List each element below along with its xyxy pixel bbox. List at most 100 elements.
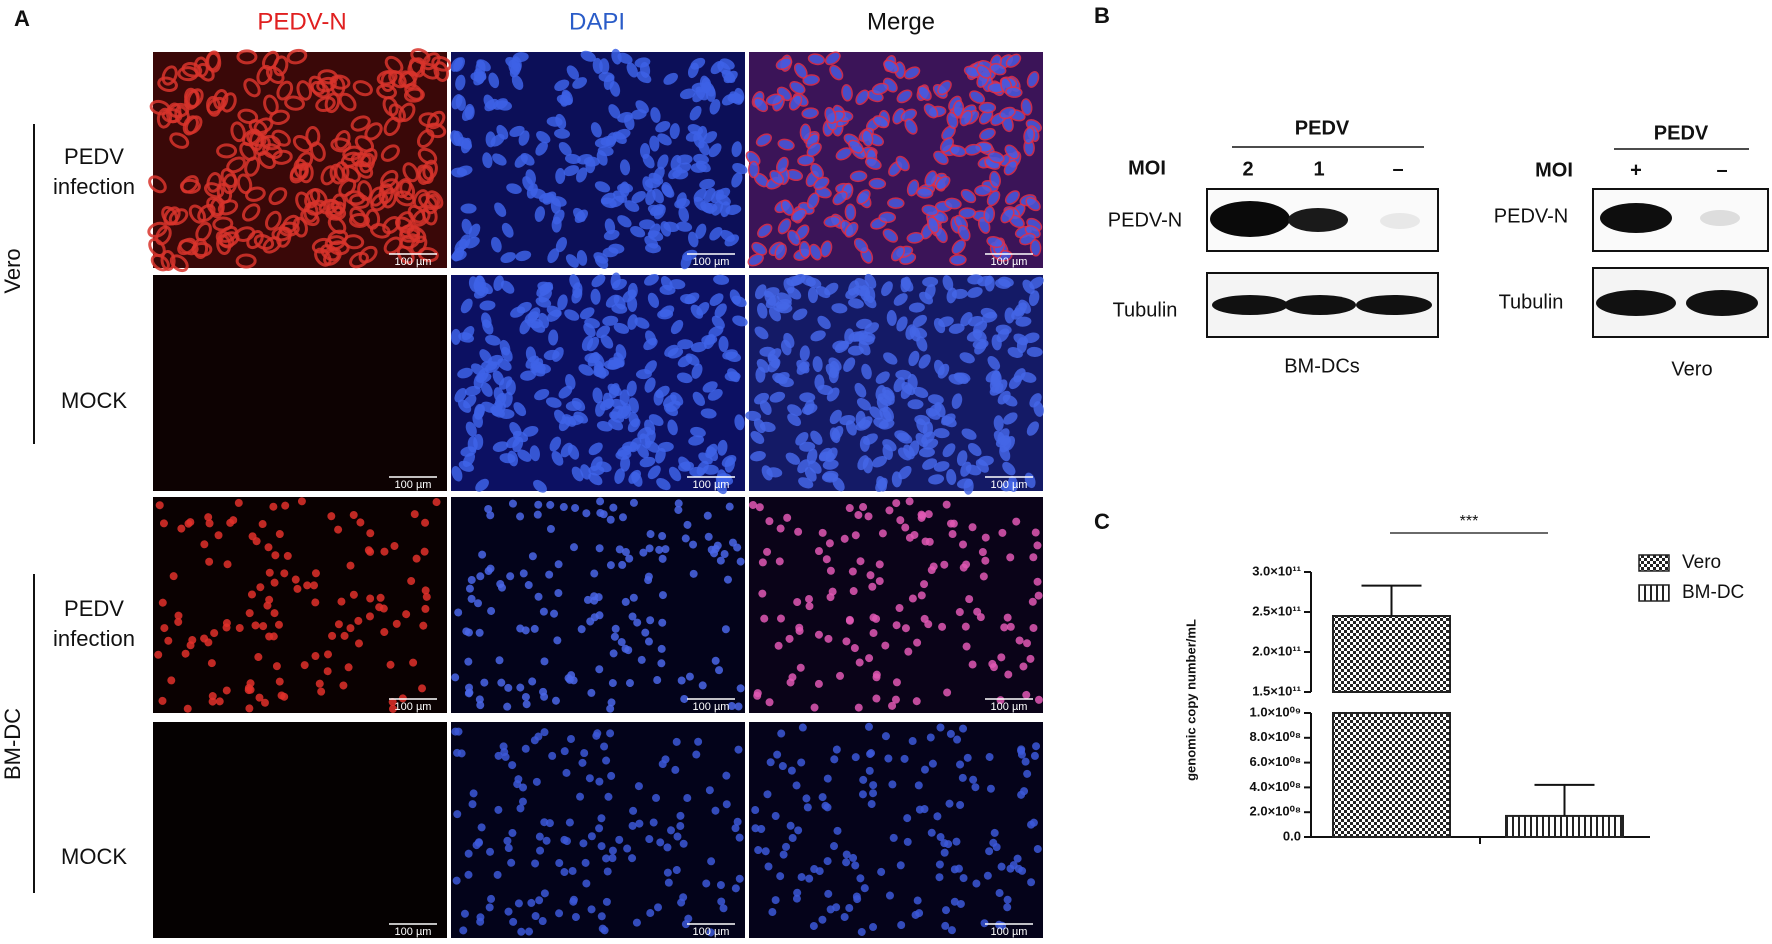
cell [963,753,972,762]
cell [402,162,419,183]
cell [935,175,951,191]
cell [897,921,906,930]
cell [823,215,841,228]
cell [798,723,807,732]
cell [969,775,978,784]
cell [771,811,780,820]
cell [885,891,894,900]
cell [888,780,897,789]
cell [895,155,910,172]
cell [519,319,531,335]
cell [222,686,231,695]
cell [484,98,499,112]
cell [280,569,289,578]
cell [768,908,777,917]
cell [878,419,895,430]
cell [808,460,822,474]
cell [1004,144,1020,160]
cell [753,418,766,434]
cell [897,447,912,461]
cell [995,920,1004,929]
cell [805,874,814,883]
cell [869,789,878,798]
cell [842,637,851,646]
cell [457,367,473,379]
cell [620,455,631,472]
cell [895,369,912,380]
cell [627,418,641,433]
cell [646,909,655,918]
cell [177,237,197,256]
cell [733,543,742,552]
cell [984,275,995,292]
cell [908,302,925,313]
cell [582,509,591,518]
cell [918,447,935,458]
cell [264,543,273,552]
cell [421,586,430,595]
cell [522,700,531,709]
cell [475,478,489,492]
cell [965,595,974,604]
cell [538,192,555,204]
cell [997,862,1006,871]
cell [777,218,792,235]
cell [723,70,738,84]
cell [639,219,656,230]
cell [388,697,397,706]
cell [568,866,577,875]
y-tick-label: 1.0×10⁰⁹ [1249,704,1301,719]
cell [869,923,878,932]
cell [922,458,938,470]
cell [580,50,596,62]
cell [329,163,345,185]
cell [468,223,481,239]
cell [649,203,665,217]
cell [734,87,745,104]
cell [509,125,525,138]
cell [684,292,700,305]
cell [226,156,246,174]
cell [494,805,503,814]
cell [475,628,484,637]
cell [727,701,736,710]
band [1210,201,1290,237]
cell [161,65,178,86]
cell [1017,790,1026,799]
cell [159,519,168,528]
cell [844,203,857,221]
cell [663,72,678,85]
cell [464,657,473,666]
cell [704,532,713,541]
cell [657,154,669,170]
cell [569,274,581,290]
cell [793,888,802,897]
cell [655,545,664,554]
cell [354,616,363,625]
cell [805,602,814,611]
cell [164,636,173,645]
cell [690,304,704,319]
cell [959,724,968,733]
cell [923,103,939,119]
y-tick-label: 3.0×10¹¹ [1252,563,1301,578]
y-tick-label: 0.0 [1283,828,1301,843]
cell [915,909,924,918]
cell [1032,742,1041,751]
cell [464,628,473,637]
cell [476,701,485,710]
cell [1033,577,1042,586]
cell [572,77,587,89]
cell [830,842,839,851]
cell [534,206,545,222]
cell [560,835,569,844]
cell [244,684,253,693]
cell [707,857,716,866]
cell [204,182,225,199]
cell [868,582,877,591]
cell [725,502,734,511]
cell [581,858,590,867]
cell [800,275,816,287]
cell [722,800,731,809]
